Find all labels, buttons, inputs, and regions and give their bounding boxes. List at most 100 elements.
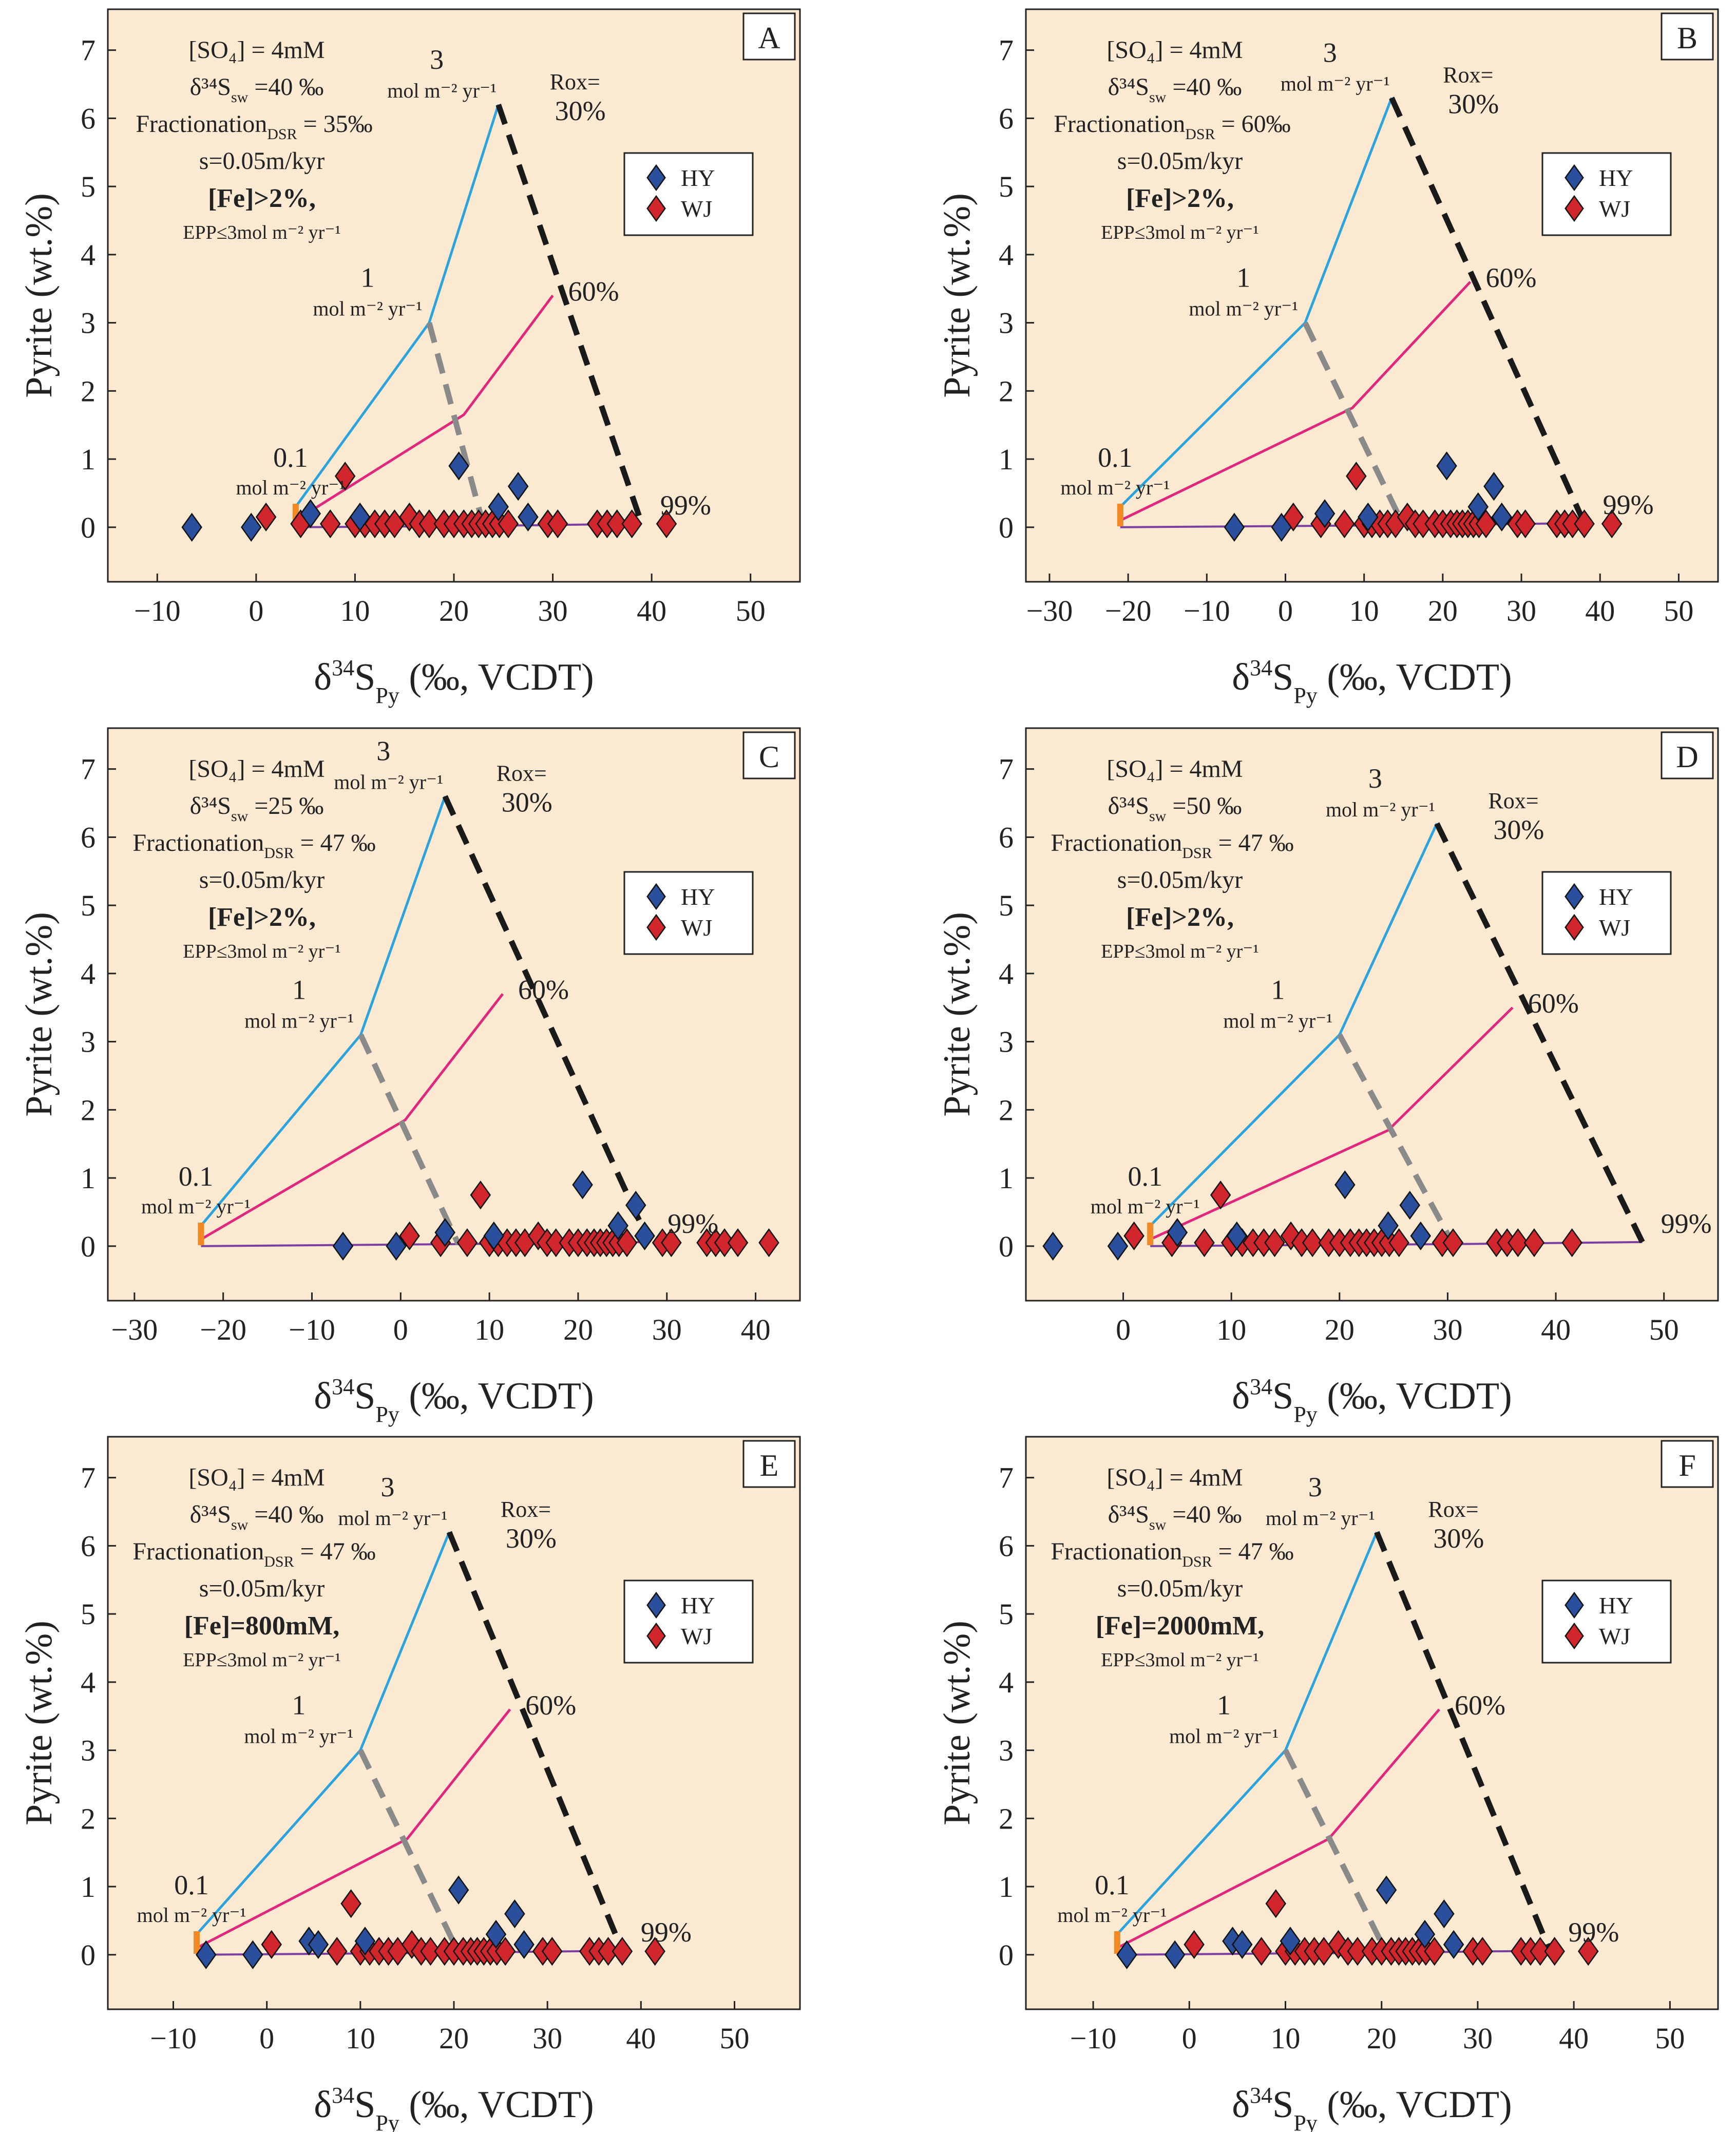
wj-point <box>1334 509 1355 539</box>
x-label-sup: 34 <box>1250 1374 1272 1399</box>
x-label-suffix: (‰, VCDT) <box>1318 656 1512 698</box>
anno-fe: [Fe]=2000mM, <box>1096 1611 1265 1641</box>
model-dash-epp-1 <box>1337 1033 1456 1246</box>
label-epp-1: 1 <box>360 262 374 293</box>
label-epp-01-unit: mol m⁻² yr⁻¹ <box>1060 476 1170 499</box>
hy-point <box>434 1218 455 1247</box>
label-epp-3: 3 <box>1323 37 1337 68</box>
x-label-suffix: (‰, VCDT) <box>1318 1375 1512 1417</box>
anno-d34-val: =50 ‰ <box>1166 792 1242 820</box>
model-dash-epp-3 <box>1434 822 1645 1244</box>
label-epp-1: 1 <box>292 974 306 1005</box>
label-epp-01: 0.1 <box>174 1870 209 1900</box>
legend-box <box>623 1579 754 1664</box>
anno-d34: δ³⁴Ssw =50 ‰ <box>1108 792 1242 825</box>
label-epp-3-unit: mol m⁻² yr⁻¹ <box>334 771 443 794</box>
legend-hy-label: HY <box>1599 1592 1633 1619</box>
hy-point <box>1116 1940 1137 1969</box>
anno-s: s=0.05m/kyr <box>199 866 325 893</box>
x-tick-label: 10 <box>1271 2022 1301 2055</box>
model-line-rox-60 <box>295 295 554 522</box>
legend-hy-marker <box>646 164 666 192</box>
anno-epp: EPP≤3mol m⁻² yr⁻¹ <box>1101 941 1259 962</box>
x-tick-label: −30 <box>1026 594 1073 627</box>
wj-point <box>399 1221 420 1251</box>
x-label-suffix: (‰, VCDT) <box>399 656 594 698</box>
x-tick-label: 10 <box>474 1313 504 1346</box>
model-line-rox-60 <box>200 993 504 1241</box>
wj-point <box>1194 1228 1215 1258</box>
label-rox-30: 30% <box>555 96 606 126</box>
hy-point <box>1436 451 1457 481</box>
x-tick-label: 10 <box>1216 1313 1246 1346</box>
anno-d34: δ³⁴Ssw =40 ‰ <box>1108 1501 1242 1533</box>
plot-area <box>107 8 801 583</box>
hy-point <box>1314 499 1336 528</box>
legend-box <box>623 152 754 236</box>
label-epp-01-unit: mol m⁻² yr⁻¹ <box>1057 1903 1167 1927</box>
panel-letter-box <box>1661 731 1714 779</box>
anno-d34: δ³⁴Ssw =40 ‰ <box>190 73 324 106</box>
anno-frac-text: Fractionation <box>136 110 267 138</box>
anno-epp: EPP≤3mol m⁻² yr⁻¹ <box>1101 222 1259 243</box>
label-rox-30: 30% <box>1433 1523 1484 1554</box>
x-tick-label: 20 <box>1428 594 1458 627</box>
wj-point <box>547 509 568 539</box>
x-tick-label: 40 <box>741 1313 771 1346</box>
x-axis-label: δ34SPy (‰, VCDT) <box>314 1374 594 1427</box>
label-rox-99: 99% <box>1568 1917 1619 1948</box>
anno-d34-val: =25 ‰ <box>248 792 323 820</box>
anno-d34-sub: sw <box>231 808 249 825</box>
x-label-s: S <box>1272 1375 1293 1417</box>
hy-point <box>504 1899 525 1929</box>
legend-hy-label: HY <box>681 1592 715 1619</box>
label-epp-3-unit: mol m⁻² yr⁻¹ <box>1281 72 1390 96</box>
label-epp-3: 3 <box>430 44 444 75</box>
x-tick-label: 30 <box>652 1313 682 1346</box>
wj-point <box>612 1937 633 1966</box>
y-tick-label: 2 <box>999 1802 1014 1835</box>
y-axis-label: Pyrite (wt.%) <box>936 912 978 1117</box>
y-tick-label: 5 <box>999 170 1014 203</box>
x-label-suffix: (‰, VCDT) <box>399 2084 594 2126</box>
x-tick-label: 50 <box>736 594 766 627</box>
y-tick-label: 1 <box>999 443 1014 476</box>
x-label-sub: Py <box>1293 683 1317 708</box>
hy-point <box>308 1930 329 1959</box>
hy-point <box>1224 512 1245 542</box>
x-tick-label: 40 <box>1585 594 1615 627</box>
anno-epp: EPP≤3mol m⁻² yr⁻¹ <box>183 1649 341 1671</box>
anno-s: s=0.05m/kyr <box>199 1575 325 1602</box>
anno-frac-val: = 47 ‰ <box>294 1538 376 1565</box>
anno-frac: FractionationDSR = 47 ‰ <box>1051 829 1293 862</box>
wj-point <box>320 509 341 539</box>
y-tick-label: 2 <box>999 1093 1014 1127</box>
y-tick-label: 3 <box>81 1734 96 1767</box>
wj-point <box>470 1181 491 1210</box>
legend-box <box>1541 871 1672 955</box>
label-rox: Rox= <box>1488 788 1538 813</box>
y-tick-label: 0 <box>81 511 96 544</box>
anno-frac-val: = 47 ‰ <box>1212 1538 1294 1565</box>
anno-d34-text: δ³⁴S <box>1108 73 1149 101</box>
model-dash-epp-3 <box>1374 1531 1553 1952</box>
label-epp-01: 0.1 <box>179 1161 214 1192</box>
y-tick-label: 4 <box>999 1666 1014 1699</box>
panel-letter: D <box>1676 740 1698 774</box>
x-label-sup: 34 <box>332 2083 354 2108</box>
hy-point <box>1107 1231 1129 1261</box>
hy-point <box>607 1211 628 1241</box>
y-tick-label: 7 <box>999 1461 1014 1495</box>
label-rox-30: 30% <box>506 1523 557 1554</box>
anno-so4: [SO₄] = 4mM <box>188 1464 325 1491</box>
y-tick-label: 4 <box>81 1666 96 1699</box>
wj-point <box>334 462 356 491</box>
panel-letter-box <box>742 1440 796 1488</box>
anno-frac-sub: DSR <box>267 126 297 143</box>
y-tick-label: 0 <box>999 1938 1014 1972</box>
label-epp-3-unit: mol m⁻² yr⁻¹ <box>1326 798 1435 821</box>
model-line-rox-60 <box>196 1708 511 1949</box>
y-tick-label: 4 <box>81 238 96 272</box>
anno-so4: [SO₄] = 4mM <box>1107 1464 1243 1491</box>
